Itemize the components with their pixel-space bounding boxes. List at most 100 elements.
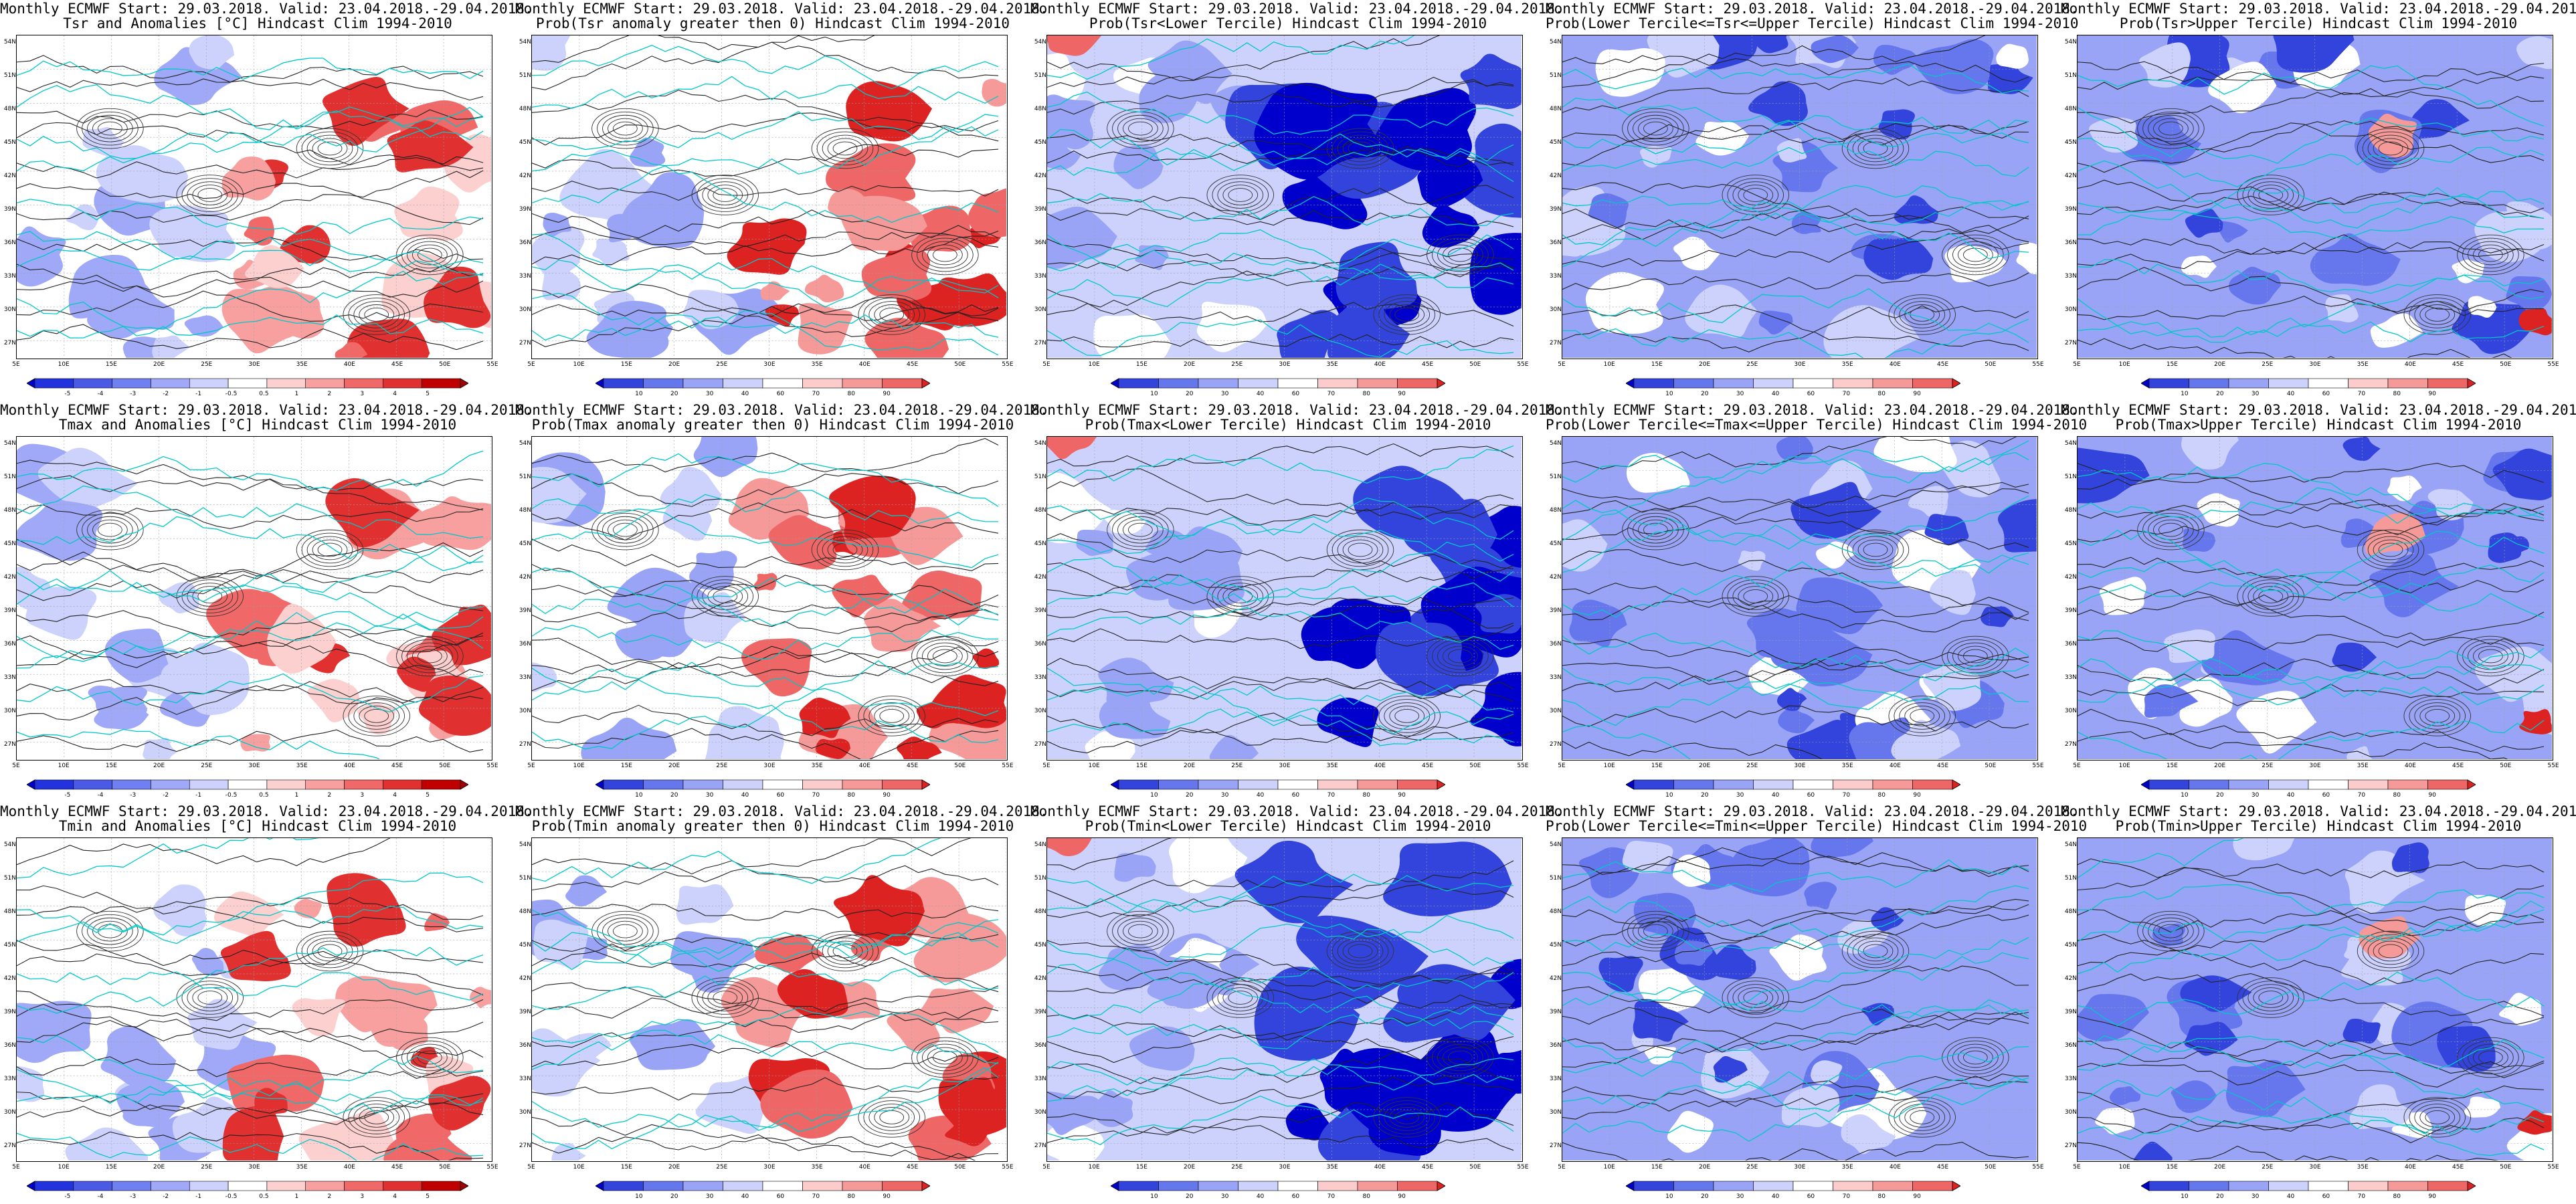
- scale-segment: [112, 378, 151, 389]
- panel-title-line2: Prob(Lower Tercile<=Tsr<=Upper Tercile) …: [1546, 15, 2079, 31]
- isotherm-contour: [1047, 208, 1514, 227]
- terrain-contour: [1863, 141, 1888, 156]
- scale-segment: [1397, 1181, 1438, 1191]
- coastline-border: [1047, 133, 1514, 183]
- coastline-border: [17, 573, 484, 623]
- anomaly-shaded-area: [2370, 313, 2423, 348]
- scale-tick-label: 70: [812, 391, 820, 397]
- map-canvas: [2078, 35, 2552, 358]
- terrain-contour: [927, 244, 963, 266]
- coastline-border: [2078, 160, 2545, 229]
- anomaly-shaded-area: [2078, 993, 2150, 1042]
- longitude-label: 55E: [1517, 1164, 1529, 1171]
- isotherm-contour: [1562, 1011, 2029, 1068]
- scale-tick-label: 80: [1362, 391, 1370, 397]
- scale-tick-label: 70: [1842, 1193, 1851, 1200]
- terrain-contour: [608, 118, 643, 139]
- isotherm-contour: [532, 940, 999, 993]
- terrain-contour: [602, 114, 648, 142]
- scale-segment: [421, 1181, 461, 1191]
- scale-tick-label: 40: [1771, 1193, 1780, 1200]
- longitude-label: 55E: [1002, 1164, 1014, 1171]
- scale-tick-label: 10: [1150, 792, 1158, 799]
- coastline-border: [17, 545, 484, 602]
- isotherm-contour: [1562, 898, 2029, 927]
- scale-segment: [1397, 779, 1438, 790]
- anomaly-shaded-area: [2342, 1018, 2381, 1044]
- latitude-label: 30N: [2064, 306, 2077, 313]
- isotherm-contour: [532, 144, 999, 177]
- latitude-label: 30N: [519, 1109, 531, 1116]
- latitude-label: 42N: [3, 574, 16, 581]
- scale-tick-label: 60: [1291, 391, 1300, 397]
- isotherm-contour: [1047, 185, 1514, 220]
- longitude-label: 25E: [201, 1164, 213, 1171]
- scale-segment: [1912, 378, 1953, 389]
- longitude-label: 45E: [1937, 763, 1949, 769]
- terrain-contour: [2473, 244, 2508, 266]
- terrain-contour: [82, 512, 139, 547]
- latitude-label: 33N: [519, 674, 531, 681]
- scale-tick-label: 80: [1877, 792, 1885, 799]
- coastline-border: [2078, 630, 2545, 693]
- scale-segment: [227, 1181, 268, 1191]
- terrain-contour: [1123, 920, 1158, 942]
- anomaly-shaded-area: [100, 1026, 177, 1089]
- longitude-label: 10E: [58, 1164, 70, 1171]
- anomaly-shaded-area: [846, 81, 933, 142]
- latitude-label: 33N: [519, 273, 531, 280]
- terrain-contour: [1427, 635, 1494, 677]
- longitude-label: 5E: [2073, 763, 2081, 769]
- terrain-contour: [353, 1104, 400, 1131]
- scale-segment: [1317, 779, 1358, 790]
- forecast-panel: Monthly ECMWF Start: 29.03.2018. Valid: …: [1030, 401, 1564, 803]
- anomaly-shaded-area: [1139, 75, 1199, 124]
- color-scale-bar: [1626, 779, 1960, 790]
- longitude-label: 50E: [954, 763, 966, 769]
- latitude-label: 36N: [3, 1042, 16, 1049]
- terrain-contour: [1888, 1097, 1956, 1138]
- terrain-contour: [2357, 128, 2425, 169]
- terrain-contour: [181, 981, 239, 1015]
- longitude-label: 35E: [296, 763, 308, 769]
- anomaly-shaded-area: [1672, 854, 1711, 887]
- terrain-contour: [2462, 1040, 2519, 1075]
- scale-tick-label: 1: [294, 391, 299, 397]
- longitude-label: 55E: [2032, 763, 2044, 769]
- terrain-contour: [702, 181, 749, 209]
- terrain-contour: [1899, 301, 1946, 328]
- panel-title-line1: Monthly ECMWF Start: 29.03.2018. Valid: …: [1030, 1, 1564, 17]
- latitude-label: 36N: [1034, 239, 1046, 246]
- terrain-contour: [364, 1110, 389, 1124]
- latitude-label: 45N: [519, 942, 531, 948]
- anomaly-shaded-area: [727, 218, 807, 275]
- terrain-contour: [348, 699, 405, 733]
- coastline-border: [1047, 874, 1514, 913]
- terrain-contour: [597, 512, 654, 547]
- longitude-label: 15E: [1135, 1164, 1147, 1171]
- terrain-contour: [2409, 1100, 2466, 1134]
- longitude-label: 45E: [907, 763, 919, 769]
- latitude-label: 30N: [519, 708, 531, 714]
- map-canvas: [532, 437, 1006, 759]
- latitude-label: 51N: [1034, 72, 1046, 79]
- map-canvas: [2078, 838, 2552, 1161]
- coastline-border: [2078, 463, 2545, 517]
- latitude-label: 39N: [2064, 206, 2077, 213]
- terrain-contour: [2253, 185, 2289, 205]
- scale-segment: [344, 378, 383, 389]
- coastline-border: [17, 450, 484, 491]
- terrain-contour: [917, 1040, 974, 1075]
- anomaly-shaded-area: [2474, 646, 2552, 702]
- color-scale: [595, 378, 930, 389]
- anomaly-shaded-area: [104, 628, 169, 683]
- terrain-contour: [343, 294, 410, 335]
- map-plot: [16, 35, 492, 359]
- scale-tick-label: -4: [97, 792, 104, 799]
- longitude-label: 35E: [2357, 361, 2369, 368]
- latitude-label: 27N: [519, 1142, 531, 1149]
- anomaly-shaded-area: [1804, 882, 1837, 910]
- coastline-border: [1562, 668, 2029, 702]
- isotherm-contour: [532, 635, 999, 692]
- terrain-contour: [1947, 237, 2004, 272]
